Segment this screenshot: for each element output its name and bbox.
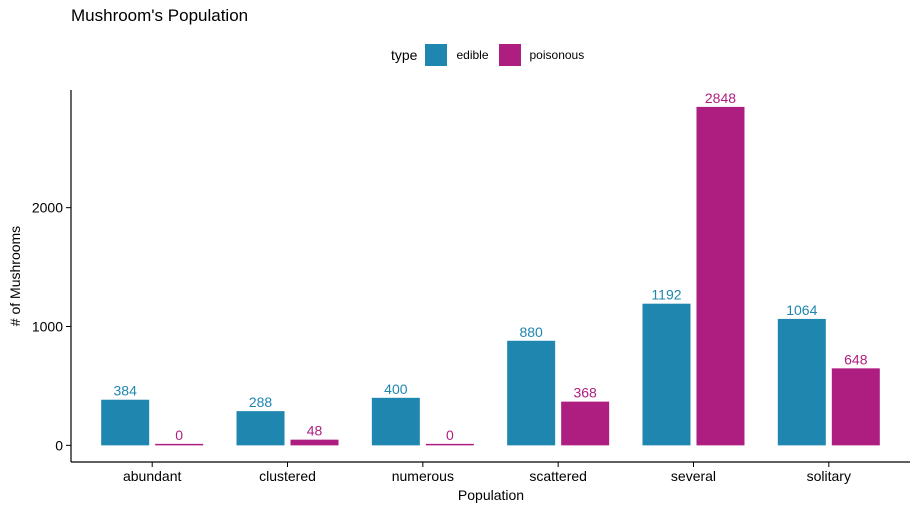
bar-poisonous: [425, 443, 474, 446]
bar-edible: [777, 318, 826, 446]
bar-edible: [236, 411, 285, 446]
legend-item-poisonous: poisonous: [498, 44, 585, 66]
y-axis-title: # of Mushrooms: [7, 226, 23, 326]
bar-edible: [642, 303, 691, 446]
data-label-poisonous: 368: [573, 385, 597, 401]
bar-edible: [371, 397, 420, 446]
data-label-poisonous: 2848: [705, 90, 736, 106]
legend-label-poisonous: poisonous: [529, 48, 585, 62]
x-tick-label: scattered: [529, 468, 587, 484]
chart-title: Mushroom's Population: [71, 6, 249, 25]
data-label-edible: 400: [384, 381, 408, 397]
bar-poisonous: [155, 443, 204, 446]
x-tick-label: abundant: [123, 468, 182, 484]
data-label-poisonous: 0: [175, 427, 183, 443]
data-label-edible: 288: [249, 394, 273, 410]
bar-edible: [101, 399, 150, 446]
data-label-edible: 1192: [651, 287, 681, 303]
bar-poisonous: [561, 401, 610, 446]
x-tick-label: clustered: [259, 468, 316, 484]
x-tick-label: numerous: [392, 468, 454, 484]
data-label-edible: 1064: [786, 302, 817, 318]
data-label-poisonous: 0: [446, 427, 454, 443]
x-tick-label: solitary: [807, 468, 851, 484]
legend-label-edible: edible: [456, 48, 489, 62]
bar-edible: [507, 340, 556, 446]
legend-swatch-edible: [425, 44, 448, 66]
bar-poisonous: [696, 106, 745, 446]
y-tick-label: 1000: [32, 319, 63, 335]
data-label-poisonous: 648: [844, 351, 868, 367]
data-label-poisonous: 48: [307, 423, 323, 439]
data-label-edible: 384: [114, 383, 138, 399]
y-tick-label: 2000: [32, 200, 63, 216]
legend-item-edible: edible: [425, 44, 489, 66]
y-tick-label: 0: [55, 437, 63, 453]
legend: type edible poisonous: [391, 42, 594, 68]
legend-title: type: [391, 47, 418, 63]
x-axis-title: Population: [458, 487, 524, 503]
bar-poisonous: [831, 368, 880, 446]
data-label-edible: 880: [519, 324, 543, 340]
legend-swatch-poisonous: [498, 44, 521, 66]
bar-poisonous: [290, 439, 339, 446]
x-tick-label: several: [671, 468, 716, 484]
